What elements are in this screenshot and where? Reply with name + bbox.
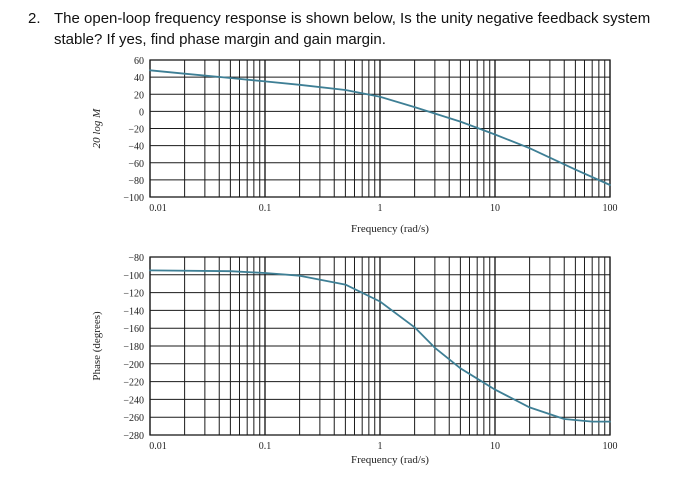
- phase-yaxis-label: Phase (degrees): [91, 311, 103, 381]
- magnitude-data-point: [183, 72, 186, 75]
- magnitude-data-point: [609, 184, 611, 186]
- magnitude-data-point: [149, 69, 151, 72]
- magnitude-xtick-label: 100: [603, 203, 618, 214]
- magnitude-ytick-label: 0: [139, 107, 144, 118]
- magnitude-ytick-label: −40: [128, 142, 144, 153]
- phase-ytick-label: −240: [123, 395, 144, 406]
- magnitude-ytick-label: −80: [128, 176, 144, 187]
- phase-data-point: [344, 283, 347, 286]
- magnitude-data-point: [574, 168, 577, 171]
- phase-ytick-label: −100: [123, 271, 144, 282]
- phase-xtick-label: 0.1: [259, 441, 272, 452]
- magnitude-data-point: [459, 120, 462, 123]
- question-text: The open-loop frequency response is show…: [54, 10, 651, 48]
- magnitude-data-point: [344, 89, 347, 91]
- magnitude-data-point: [528, 147, 531, 150]
- magnitude-xtick-label: 10: [490, 203, 500, 214]
- phase-xtick-label: 0.01: [149, 441, 167, 452]
- phase-ytick-label: −120: [123, 289, 144, 300]
- phase-ytick-label: −160: [123, 324, 144, 335]
- magnitude-frame: [149, 59, 611, 198]
- magnitude-data-point: [413, 106, 416, 108]
- magnitude-ytick-label: 60: [134, 56, 144, 67]
- phase-ytick-label: −220: [123, 378, 144, 389]
- question-number: 2.: [28, 10, 41, 27]
- phase-ytick-label: −260: [123, 413, 144, 424]
- phase-xtick-label: 1: [378, 441, 383, 452]
- magnitude-xaxis-label: Frequency (rad/s): [351, 223, 429, 235]
- phase-ytick-label: −280: [123, 431, 144, 442]
- magnitude-data-point: [264, 80, 266, 83]
- phase-data-point: [229, 270, 232, 273]
- phase-data-point: [459, 367, 462, 370]
- phase-frame: [149, 256, 611, 436]
- magnitude-data-point: [494, 133, 496, 136]
- magnitude-ytick-label: 40: [134, 73, 144, 84]
- phase-ytick-label: −200: [123, 360, 144, 371]
- magnitude-ytick-label: 20: [134, 90, 144, 101]
- phase-data-point: [379, 300, 381, 303]
- phase-data-point: [528, 406, 531, 409]
- magnitude-xtick-label: 1: [378, 203, 383, 214]
- phase-data-point: [264, 272, 266, 274]
- magnitude-xtick-label: 0.01: [149, 203, 167, 214]
- phase-data-point: [413, 326, 416, 329]
- phase-data-point: [149, 269, 151, 272]
- phase-xtick-label: 100: [603, 441, 618, 452]
- magnitude-data-point: [298, 83, 301, 86]
- magnitude-data-point: [229, 77, 232, 79]
- phase-data-point: [433, 346, 436, 349]
- phase-ytick-label: −80: [128, 253, 144, 264]
- magnitude-data-point: [379, 95, 381, 98]
- phase-data-point: [609, 420, 611, 423]
- phase-series-line: [149, 269, 610, 423]
- phase-xtick-label: 10: [490, 441, 500, 452]
- phase-data-point: [298, 274, 301, 277]
- phase-data-point: [563, 418, 566, 420]
- phase-data-point: [591, 420, 594, 423]
- magnitude-ytick-label: −60: [128, 159, 144, 170]
- phase-ytick-label: −180: [123, 342, 144, 353]
- magnitude-ytick-label: −100: [123, 193, 144, 204]
- magnitude-yaxis-label: 20 log M: [91, 108, 103, 149]
- phase-ytick-label: −140: [123, 306, 144, 317]
- magnitude-xtick-label: 0.1: [259, 203, 272, 214]
- phase-xaxis-label: Frequency (rad/s): [351, 454, 429, 466]
- phase-data-point: [494, 388, 496, 391]
- magnitude-ytick-label: −20: [128, 125, 144, 136]
